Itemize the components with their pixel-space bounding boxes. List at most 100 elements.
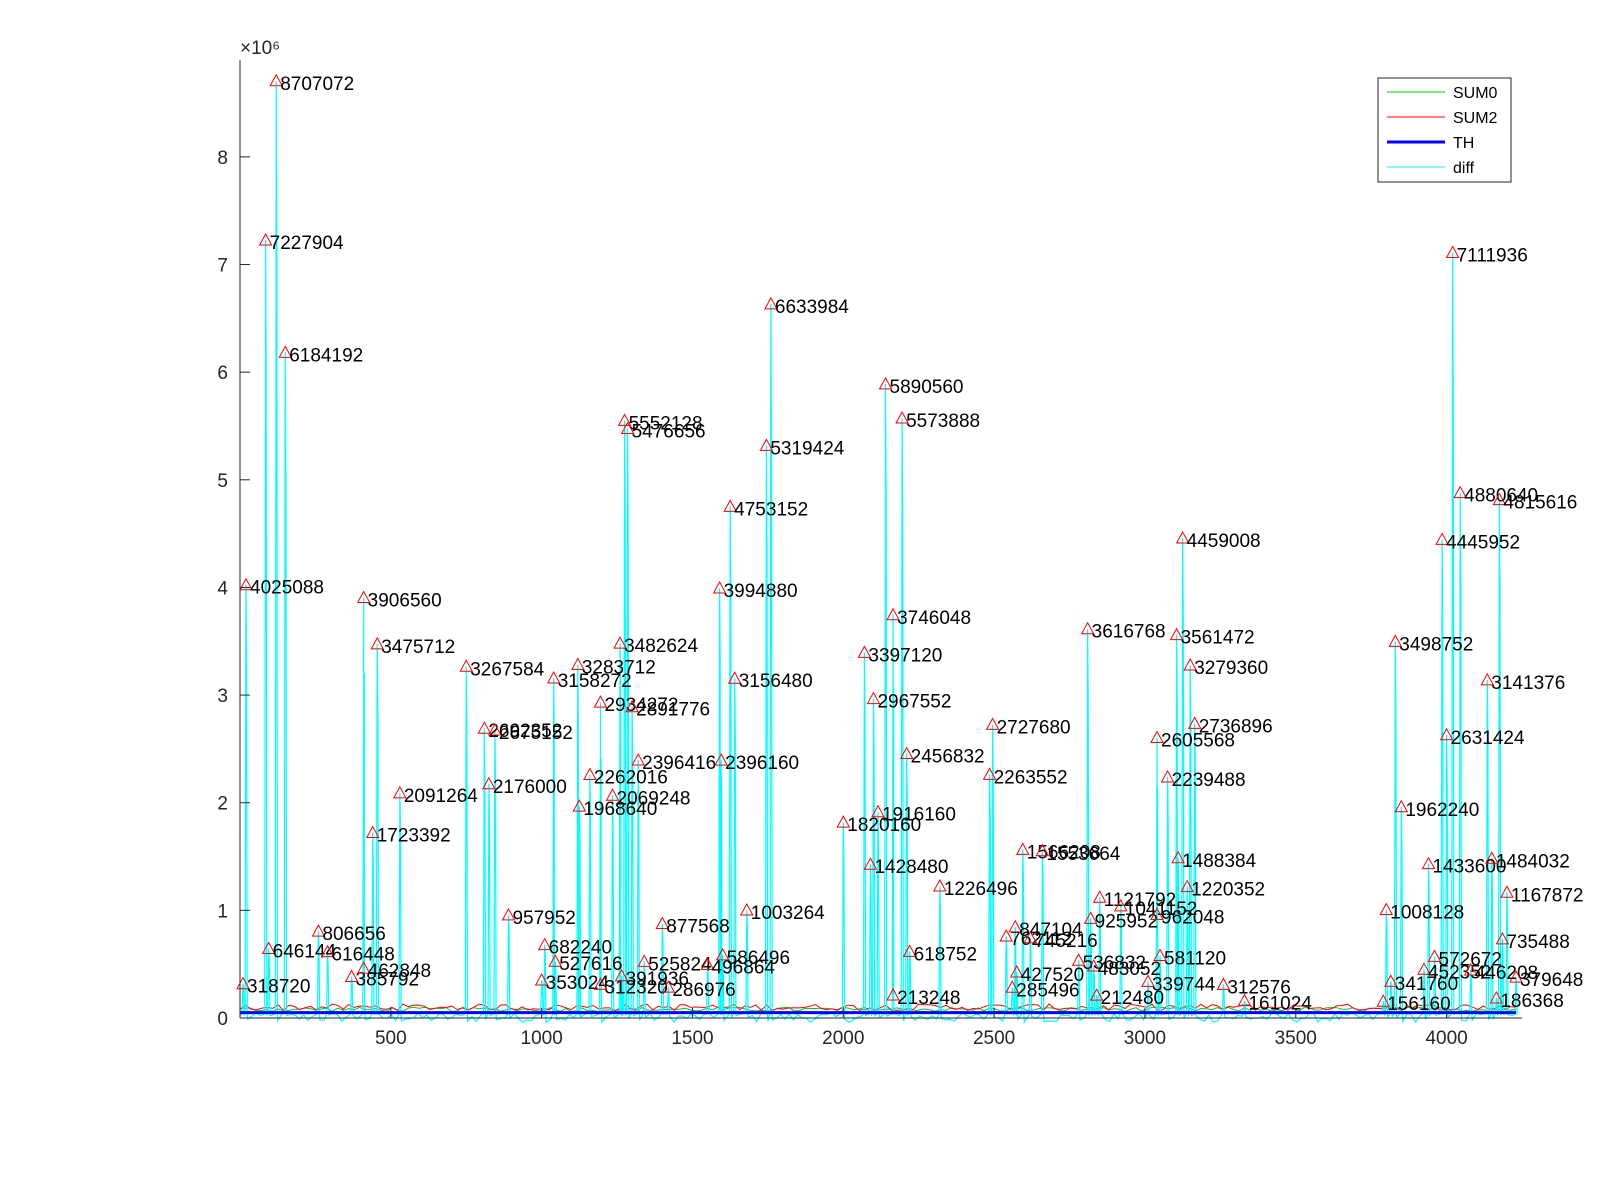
peak-marker: [625, 699, 639, 713]
peak-label: 213248: [897, 988, 960, 1009]
peak-label: 462848: [368, 961, 431, 982]
peak-marker: [261, 941, 276, 954]
peak-marker: [1153, 948, 1167, 961]
peak-marker: [985, 717, 1000, 730]
peak-marker: [631, 753, 646, 766]
peak-label: 2891776: [636, 700, 710, 721]
x-tick-label: 3500: [1275, 1028, 1317, 1049]
peak-marker: [537, 937, 552, 951]
peak-marker: [1453, 485, 1468, 499]
peak-marker: [356, 590, 371, 603]
peak-marker: [1080, 621, 1095, 635]
x-tick-label: 1500: [671, 1028, 713, 1049]
legend-box: [1377, 77, 1512, 183]
peak-label: 6633984: [775, 297, 849, 318]
y-tick-label: 1: [217, 901, 228, 922]
peak-marker: [548, 954, 563, 967]
x-ticks: 500 1000 1500 2000 2500 3000 3500 4000: [375, 1008, 1468, 1049]
legend-label-diff: diff: [1453, 160, 1475, 177]
peak-label: 2736896: [1199, 716, 1273, 737]
peak-label: 525824: [648, 954, 712, 975]
peak-label: 286976: [672, 980, 735, 1001]
peak-marker: [1175, 530, 1190, 544]
peak-marker: [886, 607, 900, 621]
peak-label: 2069248: [617, 788, 691, 809]
peak-marker: [1216, 977, 1231, 990]
peak-label: 1121792: [1104, 890, 1177, 911]
peak-label: 5890560: [890, 377, 964, 398]
peak-marker: [982, 767, 997, 780]
peak-label: 3158272: [558, 671, 632, 692]
peak-label: 962048: [1161, 907, 1224, 928]
peak-marker: [863, 857, 878, 870]
peak-label: 957952: [512, 908, 575, 929]
peak-marker: [1183, 657, 1198, 671]
peak-label: 2263552: [994, 767, 1068, 788]
peak-label: 5319424: [770, 438, 844, 459]
peak-label: 1220352: [1191, 880, 1265, 901]
peak-label: 385792: [356, 969, 419, 990]
peak-label: 581120: [1164, 948, 1226, 969]
y-tick-label: 6: [217, 363, 228, 384]
peak-marker: [1376, 994, 1391, 1007]
peak-label: 682240: [549, 938, 612, 959]
peak-label: 312576: [1227, 977, 1290, 998]
peak-marker: [278, 345, 293, 358]
peak-marker: [583, 767, 597, 781]
peak-marker: [1439, 727, 1454, 741]
peak-label: 3267584: [470, 659, 544, 680]
series-sum2-line: [239, 1003, 1517, 1012]
peak-marker: [344, 969, 359, 982]
peak-marker: [932, 878, 947, 892]
peak-label: 2692352: [488, 721, 562, 742]
peak-label: 2091264: [404, 786, 478, 807]
peak-marker: [1388, 634, 1403, 647]
peak-label: 2396160: [725, 753, 799, 774]
peak-label: 2631424: [1451, 728, 1525, 749]
peak-marker: [1169, 627, 1184, 641]
peak-label: 7111936: [1457, 245, 1528, 266]
peak-marker: [739, 902, 754, 916]
peak-label: 353024: [546, 973, 610, 994]
peak-label: 3397120: [868, 645, 942, 666]
peak-label: 3994880: [724, 581, 798, 602]
peak-label: 5552128: [629, 413, 703, 434]
peak-label: 4445952: [1446, 532, 1520, 553]
peak-marker: [1141, 974, 1155, 987]
peak-label: 1167872: [1511, 885, 1584, 906]
peak-marker: [605, 788, 620, 801]
peak-label: 3746048: [897, 608, 971, 629]
peak-marker: [878, 376, 893, 390]
y-tick-label: 7: [217, 256, 228, 277]
legend-label-sum2: SUM2: [1453, 110, 1498, 127]
peak-label: 618752: [914, 944, 977, 965]
x-tick-label: 2500: [973, 1028, 1015, 1049]
peak-label: 7227904: [270, 233, 344, 254]
peak-marker: [614, 968, 629, 982]
peak-label: 925952: [1095, 911, 1158, 932]
peak-marker: [1394, 799, 1409, 813]
peak-label: 379648: [1520, 970, 1583, 991]
peak-marker: [764, 296, 778, 310]
peak-label: 2605568: [1161, 731, 1235, 752]
peak-label: 877568: [666, 917, 729, 938]
peak-marker: [1171, 850, 1185, 864]
peak-label: 2262016: [594, 768, 668, 789]
peak-marker: [1463, 962, 1478, 976]
peak-marker: [613, 636, 627, 649]
peak-marker: [1495, 931, 1510, 945]
peak-label: 285496: [1016, 980, 1079, 1001]
peak-marker: [714, 753, 728, 766]
peak-marker: [1113, 898, 1128, 912]
peak-label: 1041152: [1125, 899, 1198, 920]
peak-label: 2239488: [1172, 770, 1246, 791]
legend-label-sum0: SUM0: [1453, 85, 1498, 102]
peak-label: 483052: [1098, 959, 1161, 980]
peak-marker: [477, 721, 492, 734]
peak-label: 3141376: [1491, 673, 1565, 694]
x-tick-label: 1000: [521, 1028, 563, 1049]
peak-marker: [727, 671, 742, 684]
peak-label: 452352: [1428, 962, 1491, 983]
peak-label: 496864: [712, 958, 776, 979]
peak-marker: [1417, 962, 1431, 975]
